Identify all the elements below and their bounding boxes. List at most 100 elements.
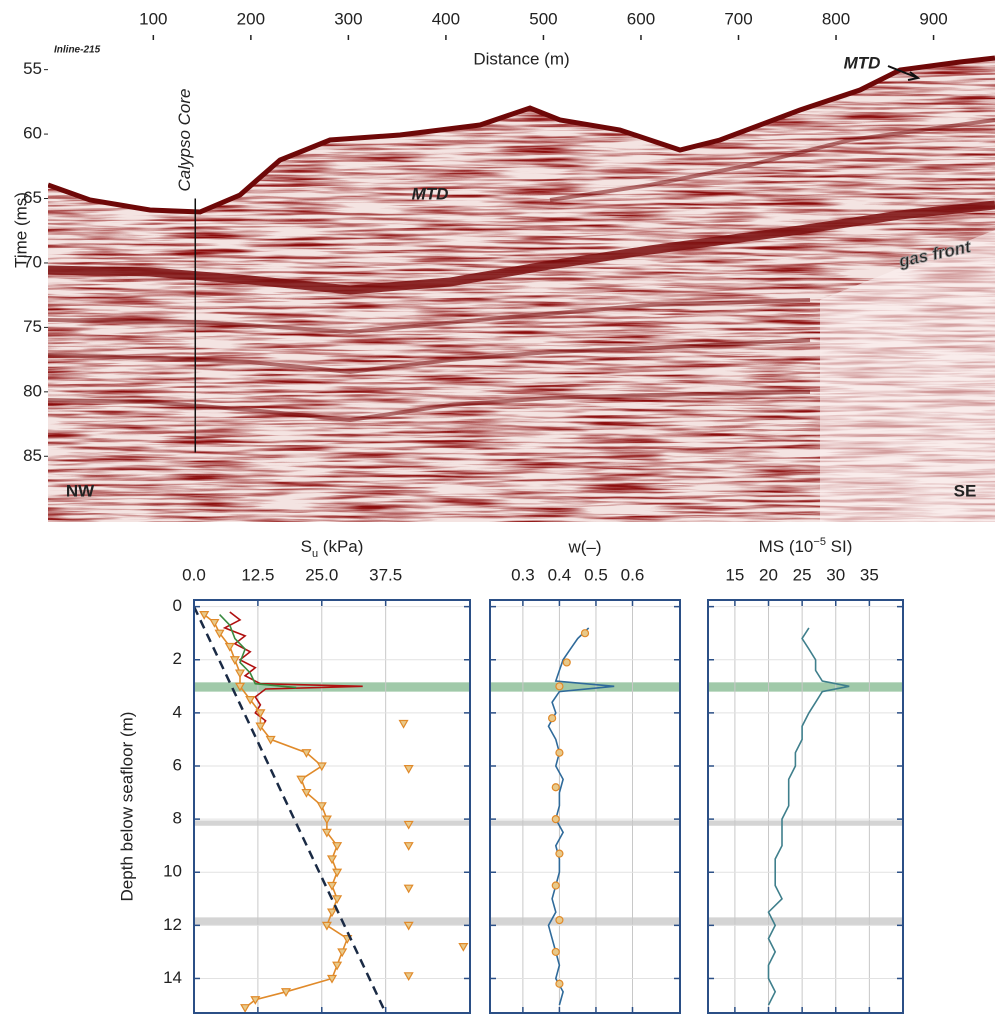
data-point	[326, 855, 338, 865]
data-point	[332, 868, 343, 878]
x-axis-title-part: SI)	[826, 537, 852, 556]
y-tick-label: 4	[173, 702, 182, 721]
y-tick-label: 0	[173, 596, 182, 615]
plot-background	[194, 600, 470, 1013]
x-tick-label: 0.5	[584, 565, 608, 584]
y-tick-label: 8	[173, 809, 182, 828]
depth-band	[194, 820, 470, 826]
data-point	[255, 722, 266, 732]
plot-frame	[707, 599, 904, 1014]
data-point	[280, 988, 292, 997]
data-point	[255, 709, 266, 719]
data-point	[403, 765, 414, 774]
x-tick-label: 20	[759, 565, 778, 584]
x-tick-label: 800	[822, 9, 850, 28]
x-tick-label: 900	[919, 9, 947, 28]
depth-band	[708, 820, 903, 826]
data-point	[551, 815, 560, 824]
data-point	[555, 915, 564, 925]
depth-band	[490, 682, 680, 692]
data-point	[301, 788, 312, 798]
data-point	[555, 849, 564, 858]
data-point	[296, 775, 307, 785]
data-point	[250, 996, 261, 1005]
y-tick-label: 6	[173, 755, 182, 774]
data-point	[337, 948, 348, 958]
data-point	[229, 656, 240, 665]
annotation: NW	[66, 481, 95, 500]
depth-band	[708, 917, 903, 926]
data-point	[214, 629, 225, 639]
data-point	[403, 921, 414, 931]
x-tick-label: 300	[334, 9, 362, 28]
data-point	[551, 947, 560, 957]
y-tick-label: 12	[163, 915, 182, 934]
data-point	[403, 884, 414, 894]
y-axis-title: Depth below seafloor (m)	[117, 712, 136, 902]
x-tick-label: 100	[139, 9, 167, 28]
data-point	[332, 842, 343, 851]
annotation: SE	[954, 481, 977, 500]
x-tick-label: 700	[724, 9, 752, 28]
x-tick-label: 400	[432, 9, 460, 28]
y-tick-label: 80	[23, 381, 42, 400]
data-point	[234, 682, 246, 692]
reflector	[48, 298, 811, 335]
data-point	[458, 943, 469, 952]
data-point	[209, 618, 220, 628]
depth-band	[490, 917, 680, 926]
reflector	[48, 338, 811, 375]
x-tick-label: 0.3	[511, 565, 535, 584]
y-tick-label: 75	[23, 317, 42, 336]
data-point	[321, 815, 332, 825]
plot-background	[708, 600, 903, 1013]
panel-label: Inline-215	[54, 45, 101, 56]
data-point	[326, 881, 338, 891]
data-point	[321, 921, 332, 931]
annotation: MTD	[844, 53, 881, 72]
reflector	[48, 200, 995, 295]
data-point	[199, 611, 210, 620]
depth-band	[490, 820, 680, 826]
x-axis-title-part: (kPa)	[318, 537, 363, 556]
data-line	[222, 611, 363, 730]
x-tick-label: 0.0	[182, 565, 206, 584]
data-point	[321, 828, 332, 838]
depth-band	[708, 682, 903, 692]
data-line	[767, 627, 850, 1006]
y-axis-title: Time (ms)	[11, 192, 30, 268]
x-tick-label: 500	[529, 9, 557, 28]
x-tick-label: 0.6	[621, 565, 645, 584]
data-point	[403, 820, 414, 830]
y-tick-label: 55	[23, 59, 42, 78]
x-tick-label: 15	[725, 565, 744, 584]
reflector	[549, 118, 995, 202]
reflector	[48, 390, 811, 423]
y-tick-label: 65	[23, 188, 42, 207]
y-tick-label: 14	[163, 968, 182, 987]
plot-frame	[193, 599, 471, 1014]
x-axis-title-part: S	[301, 537, 312, 556]
y-tick-label: 10	[163, 862, 182, 881]
x-tick-label: 600	[627, 9, 655, 28]
data-point	[551, 783, 560, 792]
data-point	[224, 642, 235, 652]
gas-blanking	[820, 230, 995, 522]
data-point	[332, 895, 343, 905]
data-point	[332, 961, 343, 971]
data-point	[555, 979, 564, 988]
data-point	[403, 972, 414, 982]
x-axis-title: Distance (m)	[473, 49, 569, 68]
plot-frame	[489, 599, 681, 1014]
data-point	[548, 714, 557, 723]
y-tick-label: 70	[23, 252, 42, 271]
data-point	[403, 842, 414, 851]
water-column	[48, 40, 995, 212]
data-point	[580, 629, 590, 638]
data-point	[316, 802, 327, 812]
x-tick-label: 200	[237, 9, 265, 28]
annotation: MTD	[412, 184, 449, 203]
x-axis-title: Su (kPa)	[301, 537, 364, 559]
x-tick-label: 37.5	[369, 565, 402, 584]
data-point	[234, 669, 246, 679]
